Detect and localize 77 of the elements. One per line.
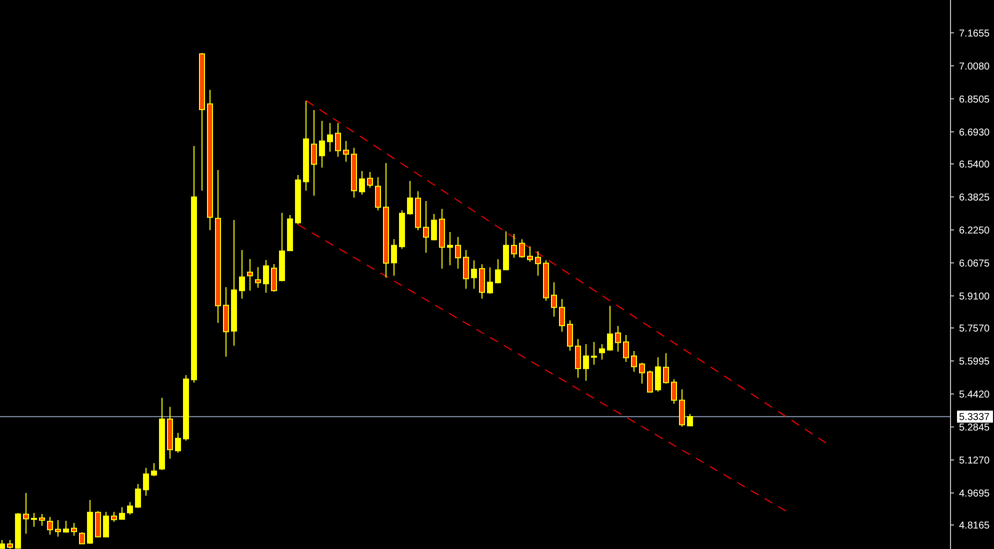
candlestick	[119, 506, 125, 520]
candlestick	[479, 264, 485, 300]
candlestick	[391, 238, 397, 276]
candlestick	[39, 514, 45, 526]
candlestick	[111, 511, 117, 522]
candlestick	[79, 532, 85, 544]
candlestick	[687, 414, 693, 426]
y-tick-label: 5.4420	[959, 389, 990, 400]
candlestick	[463, 249, 469, 290]
candlestick	[407, 180, 413, 216]
candlestick	[359, 170, 365, 196]
candlestick	[447, 231, 453, 266]
candlestick	[471, 260, 477, 290]
ref-line-label: 5.3337	[959, 412, 990, 424]
candlestick	[455, 236, 461, 270]
candlestick	[511, 234, 517, 258]
candlestick	[375, 176, 381, 211]
candlestick	[615, 326, 621, 352]
candlestick	[71, 522, 77, 536]
candlestick	[335, 122, 341, 158]
candlestick	[431, 213, 437, 241]
candlestick	[175, 432, 181, 454]
candlestick	[487, 266, 493, 294]
candlestick	[639, 362, 645, 384]
candlestick	[55, 520, 61, 538]
candlestick	[423, 200, 429, 254]
candlestick	[239, 249, 245, 300]
candlestick	[47, 516, 53, 536]
y-tick-label: 6.0675	[959, 258, 990, 270]
y-tick-label: 4.9695	[959, 488, 990, 500]
candlestick	[319, 120, 325, 168]
y-tick-label: 6.6930	[959, 127, 990, 138]
y-tick-label: 5.1270	[959, 455, 990, 466]
candlestick	[271, 264, 277, 292]
y-tick-label: 7.0080	[959, 61, 990, 72]
candlestick	[143, 467, 149, 496]
candlestick	[583, 344, 589, 382]
candlestick	[495, 258, 501, 284]
candlestick	[311, 110, 317, 196]
y-tick-label: 6.8505	[959, 94, 990, 106]
candlestick	[535, 250, 541, 276]
candlestick	[103, 511, 109, 538]
candlestick	[551, 282, 557, 318]
y-tick-label: 7.1655	[959, 28, 990, 40]
candlestick	[127, 502, 133, 516]
candlestick	[623, 334, 629, 362]
candlestick	[263, 260, 269, 294]
candlestick	[527, 246, 533, 262]
candlestick	[151, 462, 157, 477]
candlestick	[367, 172, 373, 188]
candlestick	[255, 266, 261, 288]
candlestick	[31, 512, 37, 528]
candlestick	[663, 352, 669, 384]
candlestick	[607, 305, 613, 352]
candlestick	[567, 320, 573, 352]
y-tick-label: 5.5995	[959, 356, 990, 368]
y-tick-label: 6.5400	[959, 159, 990, 170]
candlestick	[519, 238, 525, 258]
y-tick-label: 4.8165	[959, 520, 990, 532]
y-tick-label: 6.2250	[959, 225, 990, 236]
candlestick	[631, 350, 637, 372]
candlestick	[559, 298, 565, 332]
y-tick-label: 5.9100	[959, 291, 990, 302]
candlestick	[343, 140, 349, 162]
candlestick	[575, 338, 581, 378]
candlestick	[23, 492, 29, 534]
candlestick	[655, 356, 661, 392]
candlestick	[599, 344, 605, 360]
y-tick-label: 5.7570	[959, 323, 990, 334]
candlestick	[327, 122, 333, 152]
candlestick	[135, 484, 141, 508]
candlestick	[647, 370, 653, 394]
candlestick	[591, 341, 597, 366]
candlestick	[671, 378, 677, 404]
y-tick-label: 6.3825	[959, 192, 990, 204]
candlestick	[247, 258, 253, 292]
y-tick-label: 5.2845	[959, 422, 990, 434]
